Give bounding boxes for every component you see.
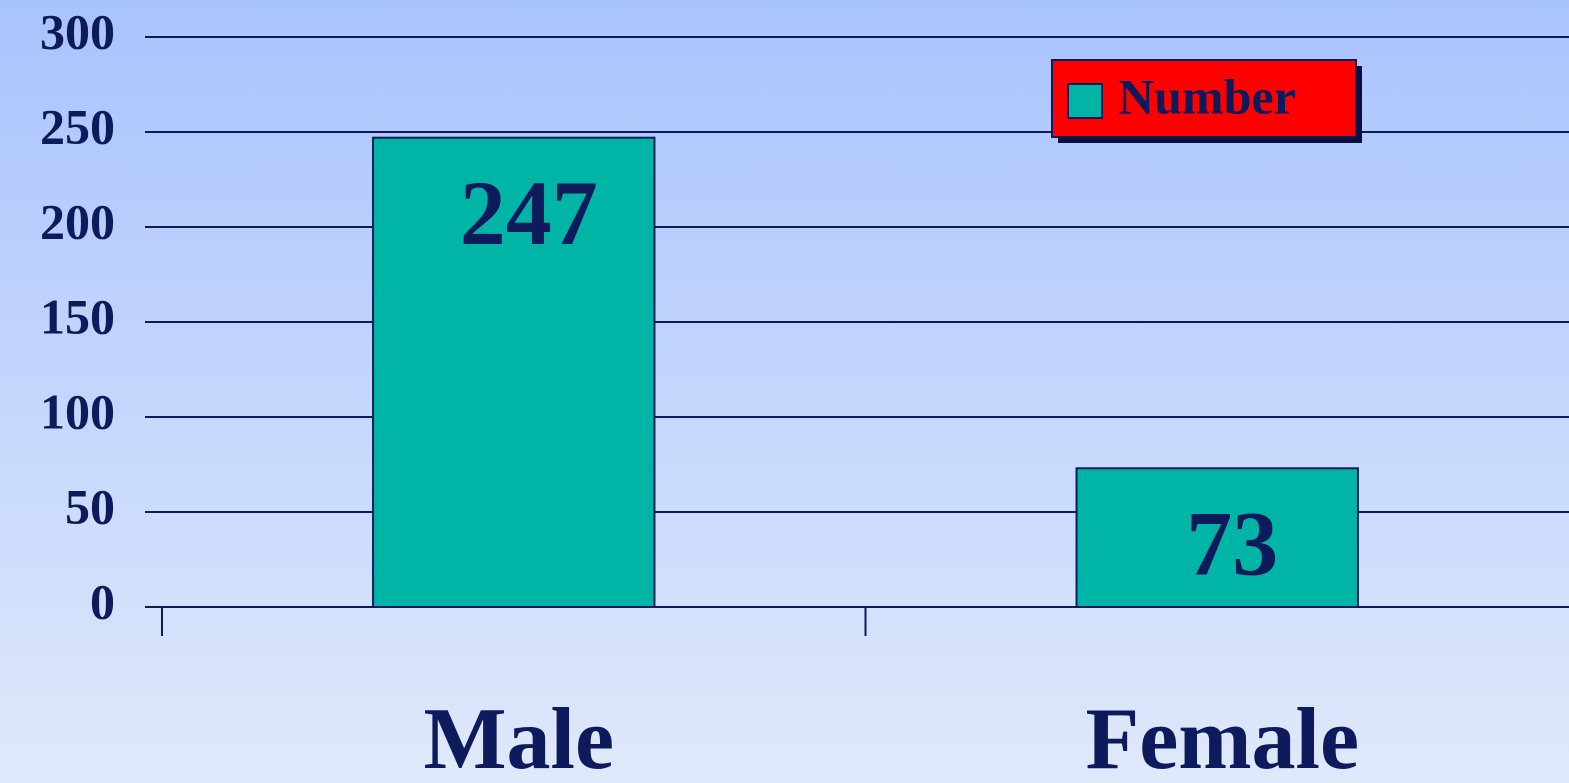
legend-swatch	[1067, 83, 1103, 119]
x-tick-label: Female	[1085, 691, 1359, 783]
y-tick-label: 200	[40, 193, 115, 249]
y-tick-label: 150	[40, 288, 115, 344]
bar	[372, 136, 656, 608]
bar	[1075, 467, 1359, 608]
data-label: 73	[1186, 492, 1278, 594]
data-label: 247	[460, 162, 598, 264]
y-tick-label: 50	[65, 478, 115, 534]
y-tick-label: 0	[90, 573, 115, 629]
legend-label: Number	[1118, 68, 1296, 124]
y-tick-label: 250	[40, 98, 115, 154]
y-tick-label: 300	[40, 3, 115, 59]
x-tick-label: Male	[423, 691, 614, 783]
y-tick-label: 100	[40, 383, 115, 439]
